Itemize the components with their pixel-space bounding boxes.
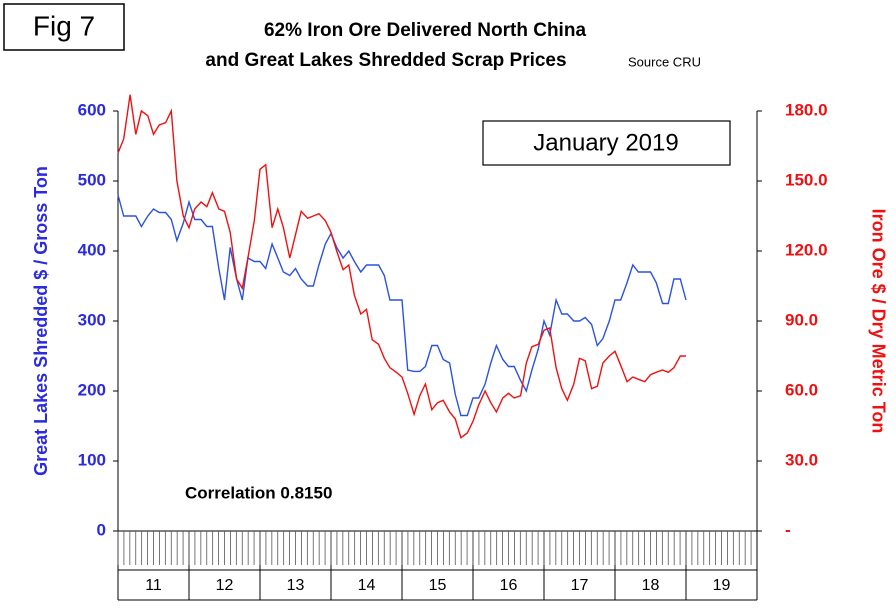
- y2-tick-label: 60.0: [785, 380, 818, 399]
- annotation-box: [482, 120, 731, 166]
- y2-tick-label: 180.0: [785, 100, 828, 119]
- y-tick-label: 600: [78, 100, 106, 119]
- correlation: Correlation 0.8150: [185, 483, 332, 502]
- x-tick-label: 17: [571, 577, 589, 594]
- source: Source CRU: [628, 54, 701, 69]
- y-tick-label: 300: [78, 310, 106, 329]
- x-tick-label: 14: [358, 577, 376, 594]
- series-line: [117, 94, 686, 439]
- y2-tick-label: 30.0: [785, 450, 818, 469]
- y-axis-label: Great Lakes Shredded $ / Gross Ton: [31, 166, 51, 476]
- y-tick-label: 0: [97, 520, 106, 539]
- y-tick-label: 500: [78, 170, 106, 189]
- x-tick-label: 15: [429, 577, 447, 594]
- y2-axis-label: Iron Ore $ / Dry Metric Ton: [868, 209, 888, 434]
- x-tick-label: 16: [500, 577, 518, 594]
- y-tick-label: 400: [78, 240, 106, 259]
- x-tick-label: 18: [642, 577, 660, 594]
- series-line: [117, 194, 687, 417]
- fig-label: Fig 7: [33, 10, 95, 41]
- x-tick-label: 13: [287, 577, 305, 594]
- y2-tick-label: 120.0: [785, 240, 828, 259]
- y-tick-label: 200: [78, 380, 106, 399]
- y2-tick-label: -: [785, 520, 791, 539]
- y2-tick-label: 90.0: [785, 310, 818, 329]
- fig-box: [3, 3, 125, 51]
- chart-title: and Great Lakes Shredded Scrap Prices: [205, 50, 566, 71]
- x-tick-label: 12: [216, 577, 234, 594]
- x-tick-label: 11: [145, 577, 162, 594]
- annotation: January 2019: [533, 129, 678, 156]
- y-tick-label: 100: [78, 450, 106, 469]
- y2-tick-label: 150.0: [785, 170, 828, 189]
- x-tick-label: 19: [713, 577, 731, 594]
- chart-title: 62% Iron Ore Delivered North China: [264, 20, 586, 41]
